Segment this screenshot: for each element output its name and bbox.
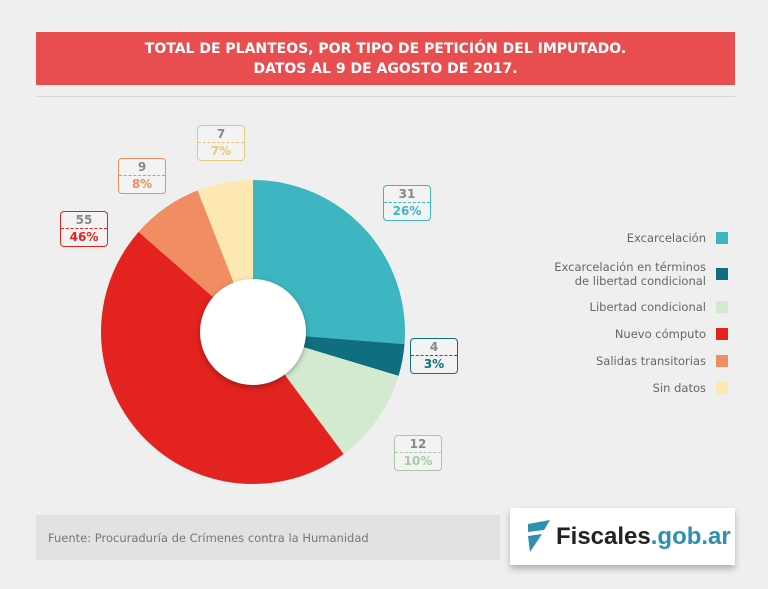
legend-label: Excarcelación xyxy=(626,231,706,245)
data-label: 31 26% xyxy=(383,185,431,221)
value-label: 12 xyxy=(395,436,441,453)
data-label: 55 46% xyxy=(60,211,108,247)
data-label: 4 3% xyxy=(410,338,458,374)
donut-hole xyxy=(200,279,306,385)
legend-swatch xyxy=(716,355,728,367)
percent-label: 7% xyxy=(210,144,232,158)
legend-item: Excarcelación en términos de libertad con… xyxy=(554,260,728,288)
legend-swatch xyxy=(716,301,728,313)
value-label: 55 xyxy=(61,212,107,229)
value-label: 31 xyxy=(384,186,430,203)
legend-item: Salidas transitorias xyxy=(596,354,728,368)
logo-text-2: .gob.ar xyxy=(650,522,731,550)
legend-swatch xyxy=(716,268,728,280)
legend-item: Libertad condicional xyxy=(590,300,728,314)
legend-label: Libertad condicional xyxy=(589,300,706,314)
legend-label: Nuevo cómputo xyxy=(614,327,706,341)
title-line-1: TOTAL DE PLANTEOS, POR TIPO DE PETICIÓN … xyxy=(144,40,627,57)
logo-text-1: Fiscales xyxy=(556,522,651,550)
logo-flag-icon xyxy=(528,519,550,552)
divider xyxy=(36,96,735,97)
percent-label: 8% xyxy=(131,177,153,191)
percent-label: 46% xyxy=(69,230,99,244)
chart-title: TOTAL DE PLANTEOS, POR TIPO DE PETICIÓN … xyxy=(36,32,735,85)
source-text: Fuente: Procuraduría de Crímenes contra … xyxy=(48,530,369,545)
data-label: 12 10% xyxy=(394,435,442,471)
data-label: 9 8% xyxy=(118,158,166,194)
legend-item: Excarcelación xyxy=(627,231,728,245)
percent-label: 3% xyxy=(423,357,445,371)
legend-swatch xyxy=(716,232,728,244)
value-label: 9 xyxy=(119,159,165,176)
percent-label: 10% xyxy=(403,454,433,468)
data-label: 7 7% xyxy=(197,125,245,161)
percent-label: 26% xyxy=(392,204,422,218)
legend-label: Sin datos xyxy=(652,381,706,395)
value-label: 4 xyxy=(411,339,457,356)
legend-swatch xyxy=(716,382,728,394)
legend-label: Excarcelación en términos de libertad con… xyxy=(554,260,706,288)
legend-swatch xyxy=(716,328,728,340)
title-line-2: DATOS AL 9 DE AGOSTO DE 2017. xyxy=(253,60,518,77)
logo: Fiscales .gob.ar xyxy=(510,508,735,565)
source-note: Fuente: Procuraduría de Crímenes contra … xyxy=(36,515,500,560)
legend-item: Nuevo cómputo xyxy=(615,327,728,341)
legend-label: Salidas transitorias xyxy=(596,354,706,368)
value-label: 7 xyxy=(198,126,244,143)
legend-item: Sin datos xyxy=(653,381,728,395)
